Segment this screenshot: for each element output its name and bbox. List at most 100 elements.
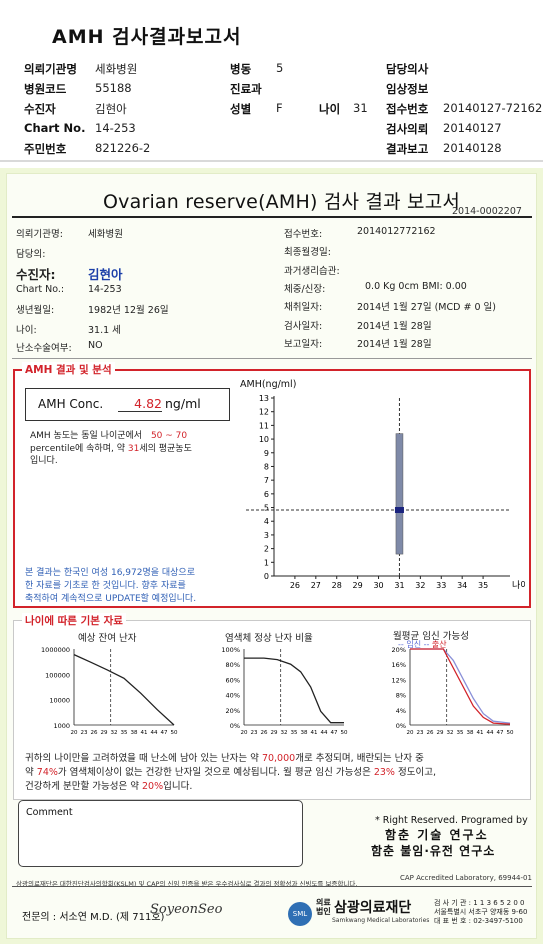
info-value: 2014년 1월 28일 bbox=[357, 321, 432, 332]
address-line: 서울특별시 서초구 양재동 9-60 bbox=[434, 908, 528, 916]
field-label: 성별 bbox=[230, 102, 252, 116]
x-tick-label: 44 bbox=[487, 730, 494, 736]
x-tick-label: 32 bbox=[281, 730, 288, 736]
series-line bbox=[410, 648, 511, 724]
field-label: 진료과 bbox=[230, 82, 262, 96]
desc-text: AMH 농도는 동일 나이군에서 bbox=[30, 431, 143, 441]
info-label: 체중/신장: bbox=[284, 284, 326, 295]
specialist: 전문의 : 서소연 M.D. (제 711호) bbox=[22, 912, 165, 923]
desc-text: 세의 평균농도 bbox=[139, 444, 192, 454]
x-tick-label: 32 bbox=[111, 730, 118, 736]
y-tick-label: 0 bbox=[264, 572, 269, 581]
field-value: 김현아 bbox=[95, 102, 127, 116]
field-label: 주민번호 bbox=[24, 142, 67, 156]
organization-english: Samkwang Medical Laboratories bbox=[332, 917, 430, 924]
y-tick-label: 0% bbox=[396, 722, 406, 730]
chart-legend: -- 임신 -- 출산 bbox=[398, 640, 447, 649]
x-tick-label: 41 bbox=[477, 730, 484, 736]
y-tick-label: 80% bbox=[226, 661, 240, 669]
x-tick-label: 50 bbox=[171, 730, 178, 736]
divider bbox=[0, 160, 543, 162]
info-label: 나이: bbox=[16, 325, 37, 336]
section-title: AMH 결과 및 분석 bbox=[22, 362, 115, 377]
x-tick-label: 35 bbox=[121, 730, 128, 736]
y-tick-label: 1000000 bbox=[41, 646, 70, 654]
summary-header: AMH 검사결과보고서 의뢰기관명 세화병원 병원코드 55188 수진자 김현… bbox=[0, 0, 543, 160]
x-tick-label: 29 bbox=[271, 730, 278, 736]
info-label: 과거생리습관: bbox=[284, 266, 340, 277]
amh-conc-label: AMH Conc. bbox=[38, 397, 104, 411]
x-tick-label: 32 bbox=[447, 730, 454, 736]
info-value: 31.1 세 bbox=[88, 325, 121, 336]
y-tick-label: 4% bbox=[396, 707, 406, 715]
y-tick-label: 100% bbox=[221, 646, 240, 654]
info-value: 2014012772162 bbox=[357, 226, 436, 237]
info-label: 수진자: bbox=[16, 267, 56, 282]
x-tick-label: 38 bbox=[467, 730, 474, 736]
desc-text: 입니다. bbox=[30, 456, 58, 466]
field-label: 나이 bbox=[319, 102, 341, 116]
y-tick-label: 5 bbox=[264, 504, 269, 513]
desc-text: percentile에 속하며, 약 bbox=[30, 444, 125, 454]
amh-description: percentile에 속하며, 약 31세의 평균농도 bbox=[30, 441, 192, 454]
info-label: 난소수술여부: bbox=[16, 343, 72, 354]
patient-name: 김현아 bbox=[88, 267, 123, 282]
field-value: 20140127 bbox=[443, 121, 502, 135]
info-label: 의뢰기관명: bbox=[16, 229, 63, 240]
info-label: 보고일자: bbox=[284, 339, 323, 350]
summary-value: 20% bbox=[141, 781, 164, 792]
y-tick-label: 6 bbox=[264, 490, 269, 499]
sml-logo-icon: SML bbox=[288, 902, 312, 926]
field-label: 결과보고 bbox=[386, 142, 429, 156]
comment-label: Comment bbox=[26, 807, 73, 818]
x-tick-label: 20 bbox=[407, 730, 414, 736]
y-tick-label: 12% bbox=[392, 676, 406, 684]
data-point bbox=[394, 507, 404, 514]
x-tick-label: 30 bbox=[373, 581, 383, 590]
info-label: 생년월일: bbox=[16, 305, 55, 316]
x-tick-label: 44 bbox=[151, 730, 158, 736]
info-label: 접수번호: bbox=[284, 229, 323, 240]
field-value: 55188 bbox=[95, 81, 132, 95]
y-tick-label: 2 bbox=[264, 545, 269, 554]
x-tick-label: 41 bbox=[311, 730, 318, 736]
x-tick-label: 31 bbox=[394, 581, 404, 590]
field-value: 20140127-72162 bbox=[443, 101, 543, 115]
summary-value: 74% bbox=[36, 767, 58, 778]
normal-chromosome-chart: 100% 80% 60% 40% 20% 0%20 23 26 29 32 35 38 41 44 47 50 bbox=[221, 646, 348, 736]
series-line bbox=[244, 657, 344, 724]
chart-title: 예상 잔여 난자 bbox=[78, 633, 137, 644]
x-tick-label: 38 bbox=[131, 730, 138, 736]
organization-name: 삼광의료재단 bbox=[334, 900, 412, 916]
chart-title: 월평균 임신 가능성 bbox=[393, 631, 469, 642]
summary-text: 정도이고, bbox=[398, 767, 436, 778]
legend-delivery: 출산 bbox=[431, 640, 447, 649]
x-tick-label: 20 bbox=[71, 730, 78, 736]
x-tick-label: 50 bbox=[341, 730, 348, 736]
y-tick-label: 1000 bbox=[53, 722, 70, 730]
info-label: 담당의: bbox=[16, 249, 46, 260]
info-label: 채취일자: bbox=[284, 302, 323, 313]
field-label: Chart No. bbox=[24, 121, 86, 135]
x-tick-label: 34 bbox=[457, 581, 467, 590]
field-value: 14-253 bbox=[95, 121, 136, 135]
info-value: 2014년 1월 27일 (MCD # 0 일) bbox=[357, 302, 496, 313]
field-label: 수진자 bbox=[24, 102, 56, 116]
field-value: 세화병원 bbox=[95, 62, 138, 76]
x-tick-label: 47 bbox=[161, 730, 168, 736]
y-tick-label: 3 bbox=[264, 531, 269, 540]
summary-text: 귀하의 나이만을 고려하였을 때 난소에 남아 있는 난자는 약 bbox=[25, 753, 259, 764]
org-type: 의료 법인 bbox=[316, 898, 331, 916]
y-tick-label: 8 bbox=[264, 462, 269, 471]
x-tick-label: 20 bbox=[241, 730, 248, 736]
percentile-range: 50 ~ 70 bbox=[150, 431, 188, 441]
cap-note: CAP Accredited Laboratory, 69944-01 bbox=[400, 874, 532, 882]
series-line bbox=[410, 648, 511, 725]
x-tick-label: 27 bbox=[311, 581, 321, 590]
x-tick-label: 29 bbox=[437, 730, 444, 736]
y-tick-label: 1 bbox=[264, 558, 269, 567]
note-line: 축적하여 계속적으로 UPDATE할 예정입니다. bbox=[25, 594, 197, 604]
summary-value: 70,000 bbox=[261, 753, 296, 764]
amh-description: AMH 농도는 동일 나이군에서 50 ~ 70 bbox=[30, 428, 187, 441]
